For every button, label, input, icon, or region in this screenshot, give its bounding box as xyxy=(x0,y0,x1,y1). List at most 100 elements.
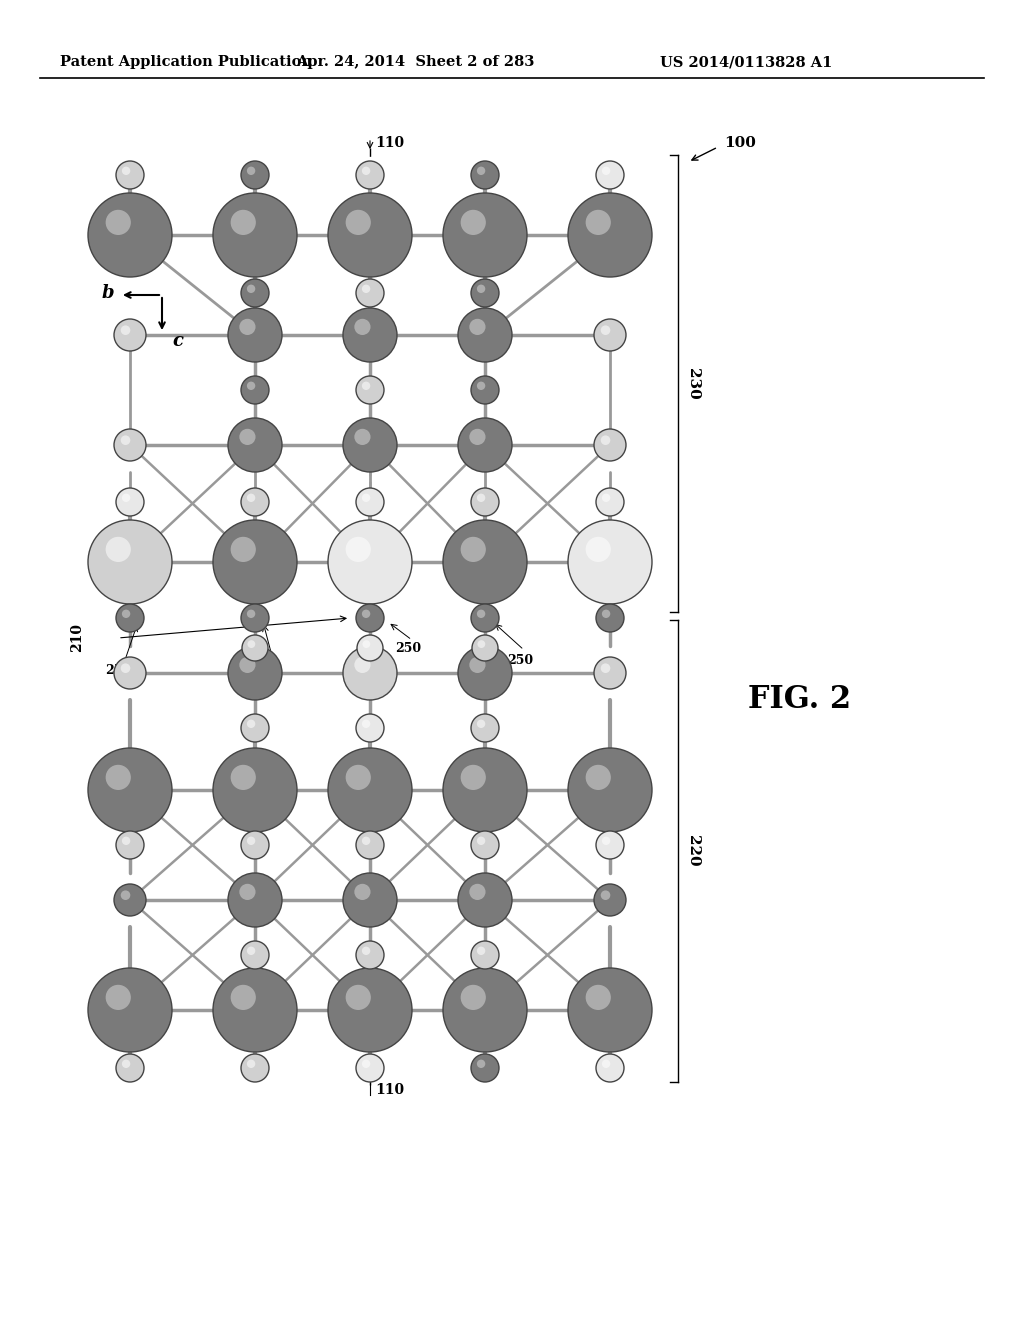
Circle shape xyxy=(601,664,610,673)
Text: Apr. 24, 2014  Sheet 2 of 283: Apr. 24, 2014 Sheet 2 of 283 xyxy=(296,55,535,69)
Circle shape xyxy=(114,319,146,351)
Text: b: b xyxy=(101,284,114,302)
Circle shape xyxy=(596,605,624,632)
Circle shape xyxy=(343,308,397,362)
Circle shape xyxy=(568,520,652,605)
Circle shape xyxy=(121,436,130,445)
Circle shape xyxy=(241,488,269,516)
Circle shape xyxy=(116,605,144,632)
Circle shape xyxy=(477,381,485,389)
Circle shape xyxy=(594,657,626,689)
Circle shape xyxy=(247,166,255,176)
Circle shape xyxy=(469,319,485,335)
Circle shape xyxy=(602,166,610,176)
Circle shape xyxy=(596,1053,624,1082)
Circle shape xyxy=(601,436,610,445)
Circle shape xyxy=(361,610,371,618)
Text: 250: 250 xyxy=(395,642,421,655)
Circle shape xyxy=(122,610,130,618)
Circle shape xyxy=(230,537,256,562)
Circle shape xyxy=(469,429,485,445)
Circle shape xyxy=(114,657,146,689)
Circle shape xyxy=(105,764,131,789)
Circle shape xyxy=(354,319,371,335)
Circle shape xyxy=(122,166,130,176)
Circle shape xyxy=(461,537,485,562)
Circle shape xyxy=(568,193,652,277)
Circle shape xyxy=(471,279,499,308)
Text: 250: 250 xyxy=(104,664,131,676)
Circle shape xyxy=(241,941,269,969)
Circle shape xyxy=(586,764,611,789)
Circle shape xyxy=(361,719,371,729)
Circle shape xyxy=(601,891,610,900)
Circle shape xyxy=(602,1060,610,1068)
Circle shape xyxy=(586,985,611,1010)
Circle shape xyxy=(114,884,146,916)
Circle shape xyxy=(477,494,485,502)
Circle shape xyxy=(568,748,652,832)
Circle shape xyxy=(343,418,397,473)
Circle shape xyxy=(471,605,499,632)
Circle shape xyxy=(471,161,499,189)
Circle shape xyxy=(461,985,485,1010)
Circle shape xyxy=(471,1053,499,1082)
Circle shape xyxy=(354,884,371,900)
Circle shape xyxy=(241,376,269,404)
Circle shape xyxy=(361,837,371,845)
Circle shape xyxy=(116,832,144,859)
Circle shape xyxy=(121,664,130,673)
Circle shape xyxy=(241,714,269,742)
Circle shape xyxy=(596,161,624,189)
Circle shape xyxy=(240,429,256,445)
Circle shape xyxy=(477,640,485,648)
Circle shape xyxy=(469,657,485,673)
Text: 250: 250 xyxy=(255,660,281,672)
Circle shape xyxy=(461,210,485,235)
Circle shape xyxy=(213,748,297,832)
Circle shape xyxy=(361,381,371,389)
Circle shape xyxy=(247,610,255,618)
Circle shape xyxy=(213,520,297,605)
Circle shape xyxy=(247,837,255,845)
Circle shape xyxy=(443,748,527,832)
Circle shape xyxy=(596,488,624,516)
Circle shape xyxy=(458,645,512,700)
Circle shape xyxy=(346,537,371,562)
Circle shape xyxy=(458,308,512,362)
Circle shape xyxy=(477,837,485,845)
Circle shape xyxy=(443,968,527,1052)
Circle shape xyxy=(241,161,269,189)
Circle shape xyxy=(477,1060,485,1068)
Text: 110: 110 xyxy=(375,136,404,150)
Text: FIG. 2: FIG. 2 xyxy=(748,685,851,715)
Circle shape xyxy=(602,494,610,502)
Circle shape xyxy=(116,488,144,516)
Circle shape xyxy=(443,193,527,277)
Circle shape xyxy=(594,319,626,351)
Circle shape xyxy=(356,279,384,308)
Circle shape xyxy=(121,891,130,900)
Text: 220: 220 xyxy=(686,836,700,867)
Circle shape xyxy=(343,645,397,700)
Circle shape xyxy=(471,832,499,859)
Circle shape xyxy=(88,748,172,832)
Circle shape xyxy=(122,494,130,502)
Circle shape xyxy=(568,968,652,1052)
Circle shape xyxy=(469,884,485,900)
Circle shape xyxy=(356,488,384,516)
Circle shape xyxy=(105,985,131,1010)
Circle shape xyxy=(472,635,498,661)
Circle shape xyxy=(230,985,256,1010)
Circle shape xyxy=(443,520,527,605)
Circle shape xyxy=(596,832,624,859)
Circle shape xyxy=(586,537,611,562)
Circle shape xyxy=(230,764,256,789)
Circle shape xyxy=(213,193,297,277)
Circle shape xyxy=(230,210,256,235)
Circle shape xyxy=(458,418,512,473)
Circle shape xyxy=(586,210,611,235)
Circle shape xyxy=(361,946,371,954)
Circle shape xyxy=(228,418,282,473)
Circle shape xyxy=(362,640,371,648)
